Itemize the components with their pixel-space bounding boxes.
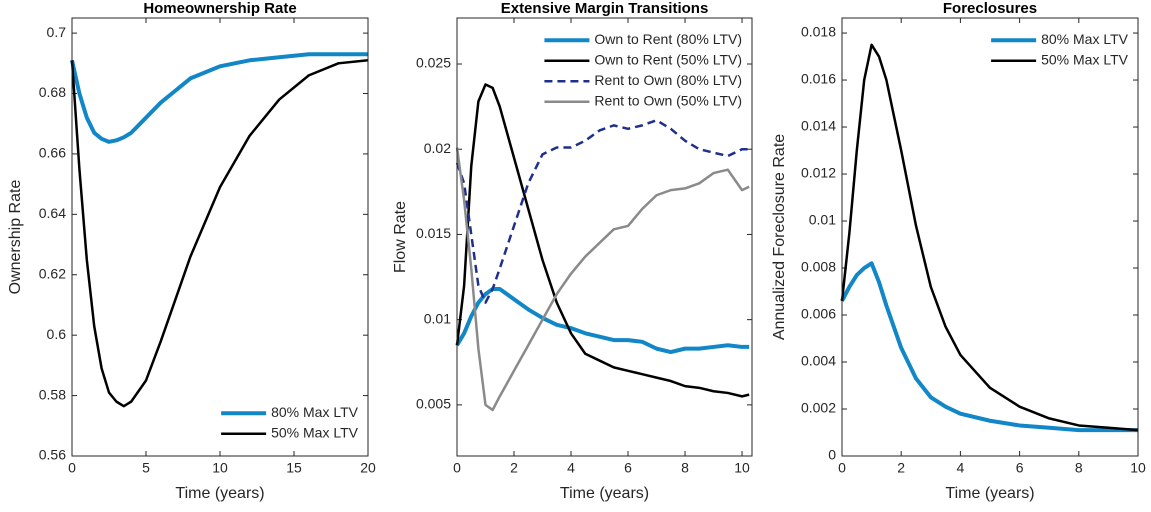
y-tick-label: 0 <box>828 447 836 463</box>
y-tick-label: 0.006 <box>801 306 836 322</box>
chart-title: Foreclosures <box>943 0 1037 17</box>
y-tick-label: 0.004 <box>801 353 836 369</box>
x-axis-label: Time (years) <box>175 485 264 502</box>
legend: Own to Rent (80% LTV) Own to Rent (50% LT… <box>544 31 742 108</box>
legend-label: 80% Max LTV <box>1041 31 1129 47</box>
y-tick-label: 0.01 <box>424 310 451 326</box>
data-line <box>840 261 1138 433</box>
plot-area <box>72 18 368 456</box>
x-tick-label: 6 <box>624 460 632 476</box>
x-tick-label: 5 <box>142 460 150 476</box>
y-tick-label: 0.66 <box>39 145 66 161</box>
y-tick-label: 0.01 <box>809 212 836 228</box>
y-tick-label: 0.56 <box>39 447 66 463</box>
data-line <box>70 52 368 144</box>
data-line <box>70 59 369 408</box>
axes-box <box>71 17 369 457</box>
x-tick-label: 2 <box>897 460 905 476</box>
legend-label: Rent to Own (50% LTV) <box>594 92 742 108</box>
x-tick-label: 4 <box>957 460 965 476</box>
x-axis-label: Time (years) <box>560 485 649 502</box>
y-tick-label: 0.005 <box>416 396 451 412</box>
x-tick-label: 10 <box>734 460 750 476</box>
y-tick-label: 0.002 <box>801 400 836 416</box>
x-tick-label: 0 <box>453 460 461 476</box>
legend-label: 50% Max LTV <box>271 424 359 440</box>
y-tick-label: 0.012 <box>801 165 836 181</box>
legend: 80% Max LTV 50% Max LTV <box>991 31 1129 67</box>
data-line <box>455 147 750 412</box>
y-tick-label: 0.016 <box>801 71 836 87</box>
plot-area <box>842 18 1138 456</box>
data-line <box>455 119 750 304</box>
legend-label: Rent to Own (80% LTV) <box>594 72 742 88</box>
y-tick-label: 0.62 <box>39 265 66 281</box>
x-tick-label: 15 <box>286 460 302 476</box>
data-line <box>455 83 750 398</box>
y-tick-label: 0.008 <box>801 259 836 275</box>
y-tick-label: 0.025 <box>416 55 451 71</box>
y-tick-label: 0.6 <box>47 326 67 342</box>
x-tick-label: 0 <box>838 460 846 476</box>
legend-label: 80% Max LTV <box>271 404 359 420</box>
y-tick-label: 0.64 <box>39 205 66 221</box>
legend-label: 50% Max LTV <box>1041 51 1129 67</box>
x-tick-label: 2 <box>510 460 518 476</box>
y-tick-label: 0.02 <box>424 140 451 156</box>
x-tick-label: 6 <box>1016 460 1024 476</box>
x-tick-label: 0 <box>68 460 76 476</box>
y-tick-label: 0.7 <box>47 24 67 40</box>
y-axis-label: Flow Rate <box>392 201 409 273</box>
y-axis-label: Ownership Rate <box>7 180 24 295</box>
y-tick-label: 0.58 <box>39 386 66 402</box>
y-tick-label: 0.018 <box>801 24 836 40</box>
data-line <box>840 43 1139 432</box>
x-tick-label: 4 <box>567 460 575 476</box>
x-axis-label: Time (years) <box>945 485 1034 502</box>
legend-label: Own to Rent (80% LTV) <box>594 31 742 47</box>
legend-label: Own to Rent (50% LTV) <box>594 51 742 67</box>
y-tick-label: 0.68 <box>39 84 66 100</box>
data-line <box>455 286 750 355</box>
legend: 80% Max LTV 50% Max LTV <box>221 404 359 440</box>
y-axis-label: Annualized Foreclosure Rate <box>771 134 788 340</box>
y-tick-label: 0.014 <box>801 118 836 134</box>
x-tick-label: 10 <box>212 460 228 476</box>
chart-title: Extensive Margin Transitions <box>501 0 709 17</box>
y-tick-label: 0.015 <box>416 225 451 241</box>
x-tick-label: 10 <box>1130 460 1146 476</box>
x-tick-label: 20 <box>360 460 376 476</box>
axes-box <box>841 17 1139 457</box>
x-tick-label: 8 <box>681 460 689 476</box>
axes-box <box>456 17 753 457</box>
chart-title: Homeownership Rate <box>143 0 296 17</box>
x-tick-label: 8 <box>1075 460 1083 476</box>
